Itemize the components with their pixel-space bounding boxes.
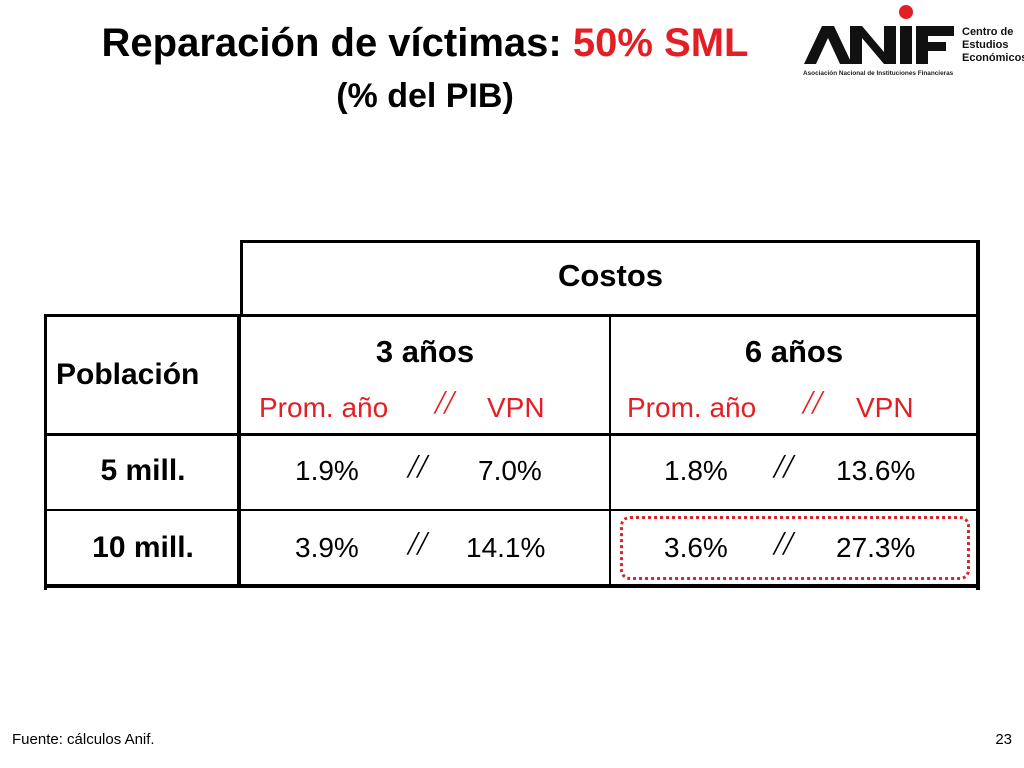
highlight-box (620, 516, 970, 580)
header-poblacion: Población (56, 358, 200, 391)
col-header-6-anos: 6 años (744, 334, 844, 369)
page-title: Reparación de víctimas: 50% SML (0, 18, 850, 68)
col2-sub-right: VPN (856, 392, 914, 423)
anif-logo: Centro de Estudios Económicos Asociación… (800, 4, 1024, 86)
col1-sub-sep: // (435, 384, 454, 421)
cell-r1-c1-sep: // (408, 448, 427, 485)
cell-r2-c1b: 14.1% (466, 532, 546, 563)
source-note: Fuente: cálculos Anif. (12, 731, 155, 748)
logo-side-text: Centro de Estudios Económicos (962, 26, 1024, 64)
col-header-3-anos: 3 años (375, 334, 475, 369)
logo-org-name: Asociación Nacional de Instituciones Fin… (803, 70, 954, 77)
page-subtitle: (% del PIB) (336, 77, 514, 115)
row-label-5-mill: 5 mill. (100, 454, 186, 487)
cell-r1-c1b: 7.0% (478, 455, 542, 486)
cell-r2-c1-sep: // (408, 525, 427, 562)
cell-r2-c2a: 3.6% (664, 532, 728, 563)
cell-r1-c1a: 1.9% (295, 455, 359, 486)
title-prefix: Reparación de víctimas: (101, 21, 573, 65)
col1-sub-left: Prom. año (259, 392, 389, 423)
cell-r1-c2-sep: // (774, 448, 793, 485)
col2-sub-left: Prom. año (627, 392, 757, 423)
col1-sub-right: VPN (487, 392, 545, 423)
col2-sub-sep: // (803, 384, 822, 421)
header-costos: Costos (557, 258, 664, 293)
cell-r2-c1a: 3.9% (295, 532, 359, 563)
cell-r2-c2-sep: // (774, 525, 793, 562)
cell-r1-c2a: 1.8% (664, 455, 728, 486)
page-number: 23 (995, 731, 1012, 748)
cell-r2-c2b: 27.3% (836, 532, 916, 563)
title-highlight: 50% SML (572, 21, 749, 65)
anif-logo-mark (804, 5, 954, 64)
cell-r1-c2b: 13.6% (836, 455, 916, 486)
row-label-10-mill: 10 mill. (92, 531, 194, 564)
